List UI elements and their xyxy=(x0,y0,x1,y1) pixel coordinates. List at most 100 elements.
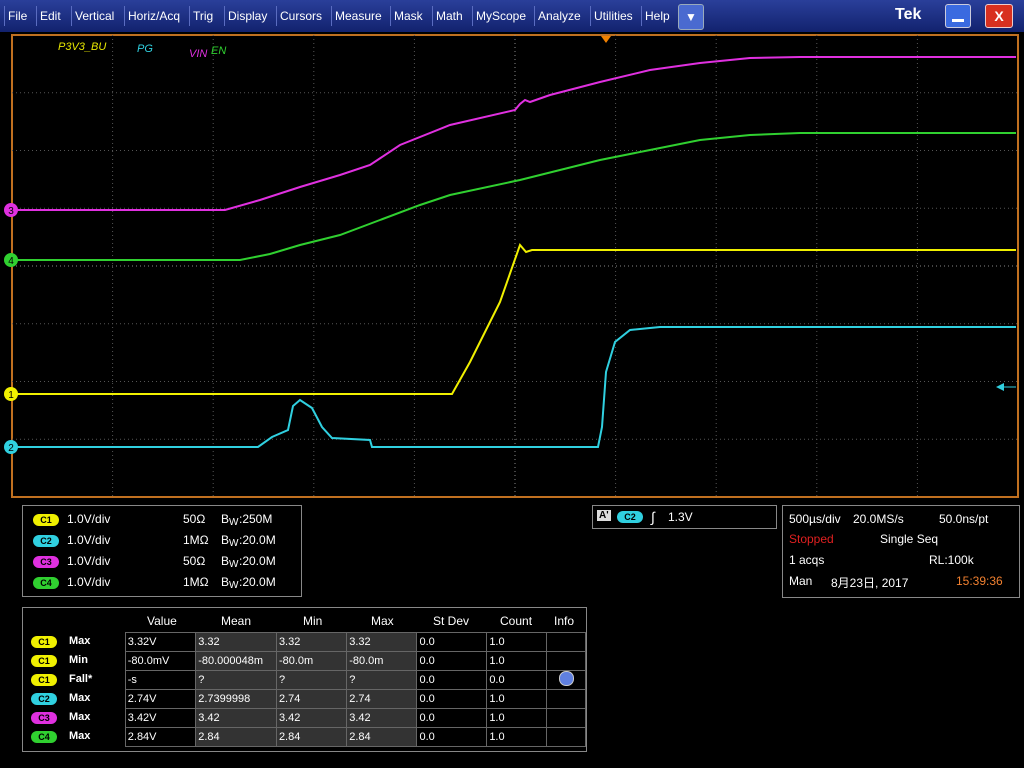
trigger-level-marker xyxy=(996,383,1004,391)
menu-separator xyxy=(390,6,391,26)
measurement-cell: 2.7399998 xyxy=(195,689,277,709)
measurement-type: Max xyxy=(69,710,91,723)
measurement-row: C1 Min -80.0mV -80.000048m -80.0m -80.0m 0.0 1.… xyxy=(25,651,586,671)
channel-impedance: 50Ω xyxy=(183,554,206,568)
measurement-cell: 1.0 xyxy=(486,727,548,747)
measurement-cell: 2.84 xyxy=(195,727,277,747)
info-cell xyxy=(546,651,586,671)
measurement-row: C4 Max 2.84V 2.84 2.84 2.84 0.0 1.0 xyxy=(25,727,586,747)
menu-item[interactable]: Math xyxy=(436,9,463,23)
measurement-cell: 3.32 xyxy=(346,632,418,652)
column-header: Min xyxy=(303,614,323,628)
waveform-ch1 xyxy=(14,243,1016,395)
bw-sub: W xyxy=(229,559,239,570)
close-button[interactable]: X xyxy=(985,4,1013,28)
bw-symbol: B xyxy=(221,512,230,526)
channel-badge: C1 xyxy=(31,673,57,686)
channel-badge: C3 xyxy=(33,556,59,568)
measurement-cell: ? xyxy=(195,670,277,690)
menu-separator xyxy=(590,6,591,26)
measurement-cell: 3.42 xyxy=(346,708,418,728)
menu-separator xyxy=(36,6,37,26)
record-length: RL:100k xyxy=(929,553,974,567)
measurement-row: C1 Fall* -s??? 0.0 0.0 xyxy=(25,670,586,690)
menu-item[interactable]: Trig xyxy=(193,9,214,23)
trigger-position-marker xyxy=(601,36,611,43)
info-cell xyxy=(546,727,586,747)
column-header: Value xyxy=(147,614,177,628)
trigger-panel[interactable]: A' C2 ∫ 1.3V xyxy=(592,505,777,529)
measurement-cell: 0.0 xyxy=(416,689,488,709)
channel-badge: C2 xyxy=(33,535,59,547)
measurement-table: C1 Max 3.32V 3.32 3.32 3.32 0.0 1.0 C1 Min -80.0mV… xyxy=(25,632,586,747)
measurement-label: C4 Max xyxy=(25,728,125,747)
menu-separator xyxy=(534,6,535,26)
measurement-type: Max xyxy=(69,729,91,742)
measurement-cell: ? xyxy=(275,670,348,690)
menu-item[interactable]: Mask xyxy=(394,9,423,23)
measurement-label: C3 Max xyxy=(25,709,125,728)
measurement-cell: 2.74V xyxy=(124,689,197,709)
menu-item[interactable]: Help xyxy=(645,9,670,23)
menu-item[interactable]: Display xyxy=(228,9,268,23)
channel-badge: C4 xyxy=(31,730,57,743)
measurement-label: C2 Max xyxy=(25,690,125,709)
bw-sub: W xyxy=(229,580,239,591)
menu-item[interactable]: File xyxy=(8,9,28,23)
graticule-area: P3V3_BU PG VIN EN 3 4 1 2 xyxy=(4,34,1019,498)
menu-item[interactable]: Horiz/Acq xyxy=(128,9,181,23)
bw-sub: W xyxy=(229,517,239,528)
measurement-cell: 0.0 xyxy=(416,651,488,671)
info-cell xyxy=(546,708,586,728)
measurement-cell: 2.84V xyxy=(124,727,197,747)
menu-separator xyxy=(276,6,277,26)
measurement-cell: 0.0 xyxy=(416,708,488,728)
menu-item[interactable]: MyScope xyxy=(476,9,527,23)
measurement-cell: -80.000048m xyxy=(195,651,277,671)
bw-value: :20.0M xyxy=(239,554,276,568)
menu-item[interactable]: Vertical xyxy=(75,9,115,23)
marker-ch4 xyxy=(4,253,18,267)
measurement-row: C1 Max 3.32V 3.32 3.32 3.32 0.0 1.0 xyxy=(25,632,586,652)
menu-separator xyxy=(189,6,190,26)
resolution: 50.0ns/pt xyxy=(939,512,989,526)
channel-impedance: 1MΩ xyxy=(183,533,209,547)
day: Man xyxy=(789,574,813,588)
menu-item[interactable]: Analyze xyxy=(538,9,581,23)
measurement-cell: 0.0 xyxy=(416,727,488,747)
measurement-label: C1 Max xyxy=(25,633,125,652)
menu-item[interactable]: Utilities xyxy=(594,9,633,23)
measurement-type: Min xyxy=(69,653,88,666)
menu-separator xyxy=(71,6,72,26)
time: 15:39:36 xyxy=(956,574,1003,588)
measurement-cell: 3.42 xyxy=(195,708,277,728)
bw-symbol: B xyxy=(221,533,230,547)
acq-mode: Single Seq xyxy=(880,532,939,546)
menu-dropdown[interactable]: ▼ xyxy=(678,4,704,30)
measurement-cell: 2.84 xyxy=(346,727,418,747)
info-icon[interactable] xyxy=(558,671,574,686)
trigger-slope-icon: ∫ xyxy=(651,509,655,525)
menu-item[interactable]: Edit xyxy=(40,9,61,23)
menu-separator xyxy=(331,6,332,26)
menu-item[interactable]: Cursors xyxy=(280,9,323,23)
bw-symbol: B xyxy=(221,575,230,589)
bw-value: :20.0M xyxy=(239,533,276,547)
menu-item[interactable]: Measure xyxy=(335,9,382,23)
channel-impedance: 50Ω xyxy=(183,512,206,526)
waveform-ch4 xyxy=(14,132,1016,261)
minimize-button[interactable] xyxy=(945,4,971,28)
measurement-cell: 1.0 xyxy=(486,651,548,671)
measurement-panel[interactable]: Value Mean Min Max St Dev Count Info C1 Max 3.32… xyxy=(22,607,587,752)
acq-count: 1 acqs xyxy=(789,553,825,567)
channel-settings-panel[interactable]: C1 1.0V/div 50Ω B W:250M C2 1.0V/div 1MΩ B W:20.0… xyxy=(22,505,302,597)
channel-badge: C4 xyxy=(33,577,59,589)
bw-value: :20.0M xyxy=(239,575,276,589)
acquisition-panel[interactable]: 500µs/div 20.0MS/s 50.0ns/pt Stopped Sin… xyxy=(782,505,1020,598)
measurement-cell: 3.42 xyxy=(275,708,348,728)
channel-impedance: 1MΩ xyxy=(183,575,209,589)
measurement-cell: 0.0 xyxy=(486,670,548,690)
measurement-header: Value Mean Min Max St Dev Count Info xyxy=(23,614,586,630)
trigger-badge: A' xyxy=(597,510,611,521)
